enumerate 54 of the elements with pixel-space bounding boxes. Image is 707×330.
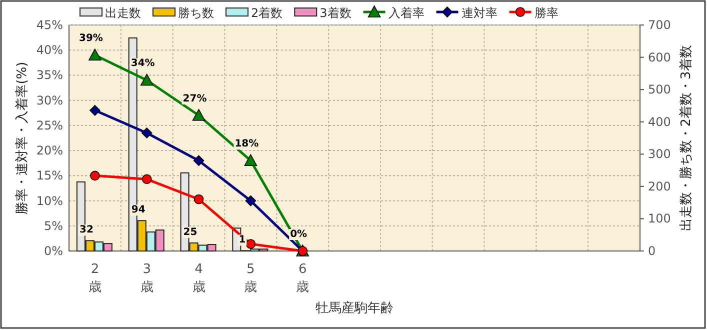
x-tick-label: 3 歳 bbox=[140, 262, 154, 295]
point bbox=[141, 128, 152, 138]
legend-label: 3着数 bbox=[320, 6, 352, 20]
y-tick-label: 30% bbox=[36, 93, 63, 108]
y-tick-label: 5% bbox=[44, 218, 63, 233]
y-tick-label: 15% bbox=[36, 168, 63, 183]
legend-label: 連対率 bbox=[461, 6, 498, 20]
data-label: 34% bbox=[130, 58, 155, 70]
point bbox=[90, 170, 100, 181]
point bbox=[246, 239, 256, 249]
y-axis-title: 勝率・連対率・入着率(%) bbox=[14, 62, 30, 214]
legend-label: 勝ち数 bbox=[178, 6, 214, 20]
y2-tick-label: 100 bbox=[648, 212, 671, 226]
data-label: 18% bbox=[234, 138, 259, 150]
legend-label: 2着数 bbox=[251, 6, 283, 20]
y-tick-label: 45% bbox=[36, 18, 63, 32]
y2-tick-label: 600 bbox=[648, 50, 671, 64]
data-label: 25 bbox=[183, 226, 198, 238]
y2-tick-label: 700 bbox=[648, 18, 671, 32]
y-tick-label: 20% bbox=[36, 144, 63, 158]
point bbox=[90, 104, 100, 116]
x-axis-title: 牡馬産駒年齢 bbox=[316, 300, 394, 316]
y-tick-label: 10% bbox=[36, 194, 63, 208]
point bbox=[244, 154, 258, 166]
y2-axis-title: 出走数・勝ち数・2着数・3着数 bbox=[678, 45, 694, 231]
x-tick-label: 2 歳 bbox=[88, 262, 102, 295]
data-label: 32 bbox=[79, 224, 94, 236]
x-tick-label: 5 歳 bbox=[244, 262, 258, 295]
point bbox=[142, 174, 152, 184]
point bbox=[192, 109, 206, 121]
y2-tick-label: 200 bbox=[648, 179, 671, 194]
y-tick-label: 25% bbox=[36, 118, 63, 132]
y-tick-label: 40% bbox=[36, 43, 63, 58]
point bbox=[193, 155, 204, 166]
point bbox=[194, 194, 204, 204]
y2-tick-label: 0 bbox=[648, 244, 656, 258]
y2-tick-label: 400 bbox=[648, 114, 671, 129]
x-tick-label: 6 歳 bbox=[296, 262, 310, 295]
data-label: 0% bbox=[290, 229, 308, 240]
legend-label: 出走数 bbox=[105, 6, 141, 20]
legend-label: 勝率 bbox=[534, 6, 558, 20]
y2-tick-label: 500 bbox=[648, 82, 671, 97]
point bbox=[88, 48, 102, 61]
data-label: 94 bbox=[131, 204, 146, 216]
data-label: 39% bbox=[78, 33, 103, 44]
y2-tick-label: 300 bbox=[648, 147, 671, 162]
y-tick-label: 0% bbox=[44, 244, 63, 258]
x-tick-label: 4 歳 bbox=[192, 262, 206, 295]
data-label: 27% bbox=[182, 93, 207, 104]
legend-label: 入着率 bbox=[388, 6, 424, 20]
data-label: 1 bbox=[238, 234, 246, 246]
point bbox=[140, 74, 154, 86]
y-tick-label: 35% bbox=[36, 68, 63, 82]
point bbox=[245, 195, 256, 206]
